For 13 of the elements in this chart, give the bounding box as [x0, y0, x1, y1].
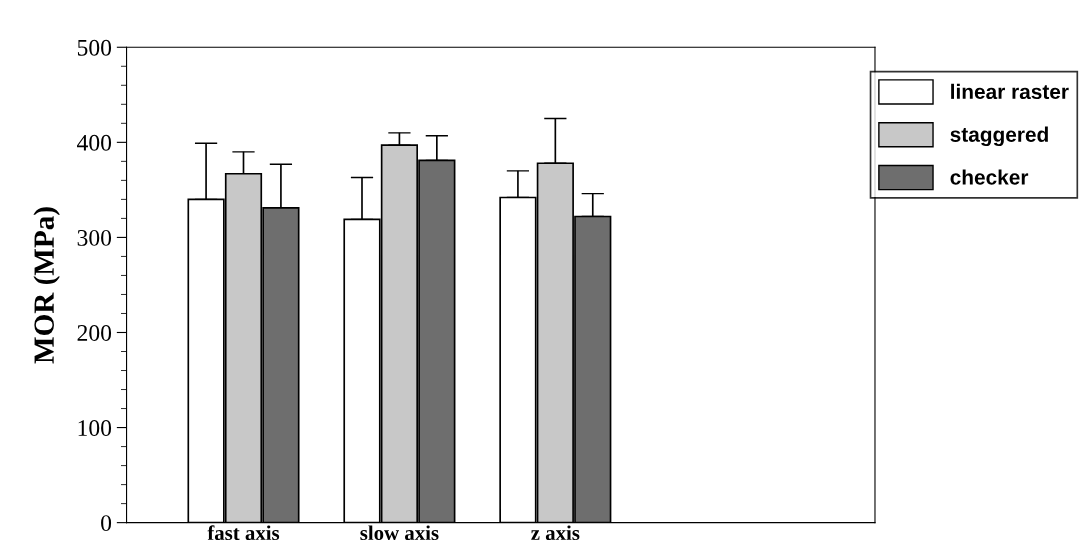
y-tick-label: 200 — [77, 324, 112, 341]
legend-label: staggered — [950, 126, 1048, 147]
x-tick-label: fast axis — [207, 525, 280, 541]
y-tick-label: 0 — [101, 515, 112, 532]
y-tick-label: 500 — [77, 39, 112, 56]
y-tick-label: 400 — [77, 134, 112, 151]
x-tick-label: z axis — [531, 525, 580, 541]
y-axis-title: MOR (MPa) — [33, 207, 60, 364]
y-tick-label: 100 — [78, 420, 112, 436]
legend-label: checker — [950, 169, 1029, 185]
legend-label: linear raster — [951, 83, 1069, 100]
y-tick-label: 300 — [77, 229, 112, 246]
x-tick-label: slow axis — [360, 525, 439, 541]
